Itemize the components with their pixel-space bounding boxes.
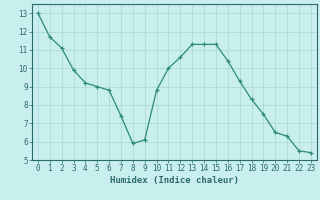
X-axis label: Humidex (Indice chaleur): Humidex (Indice chaleur) — [110, 176, 239, 185]
